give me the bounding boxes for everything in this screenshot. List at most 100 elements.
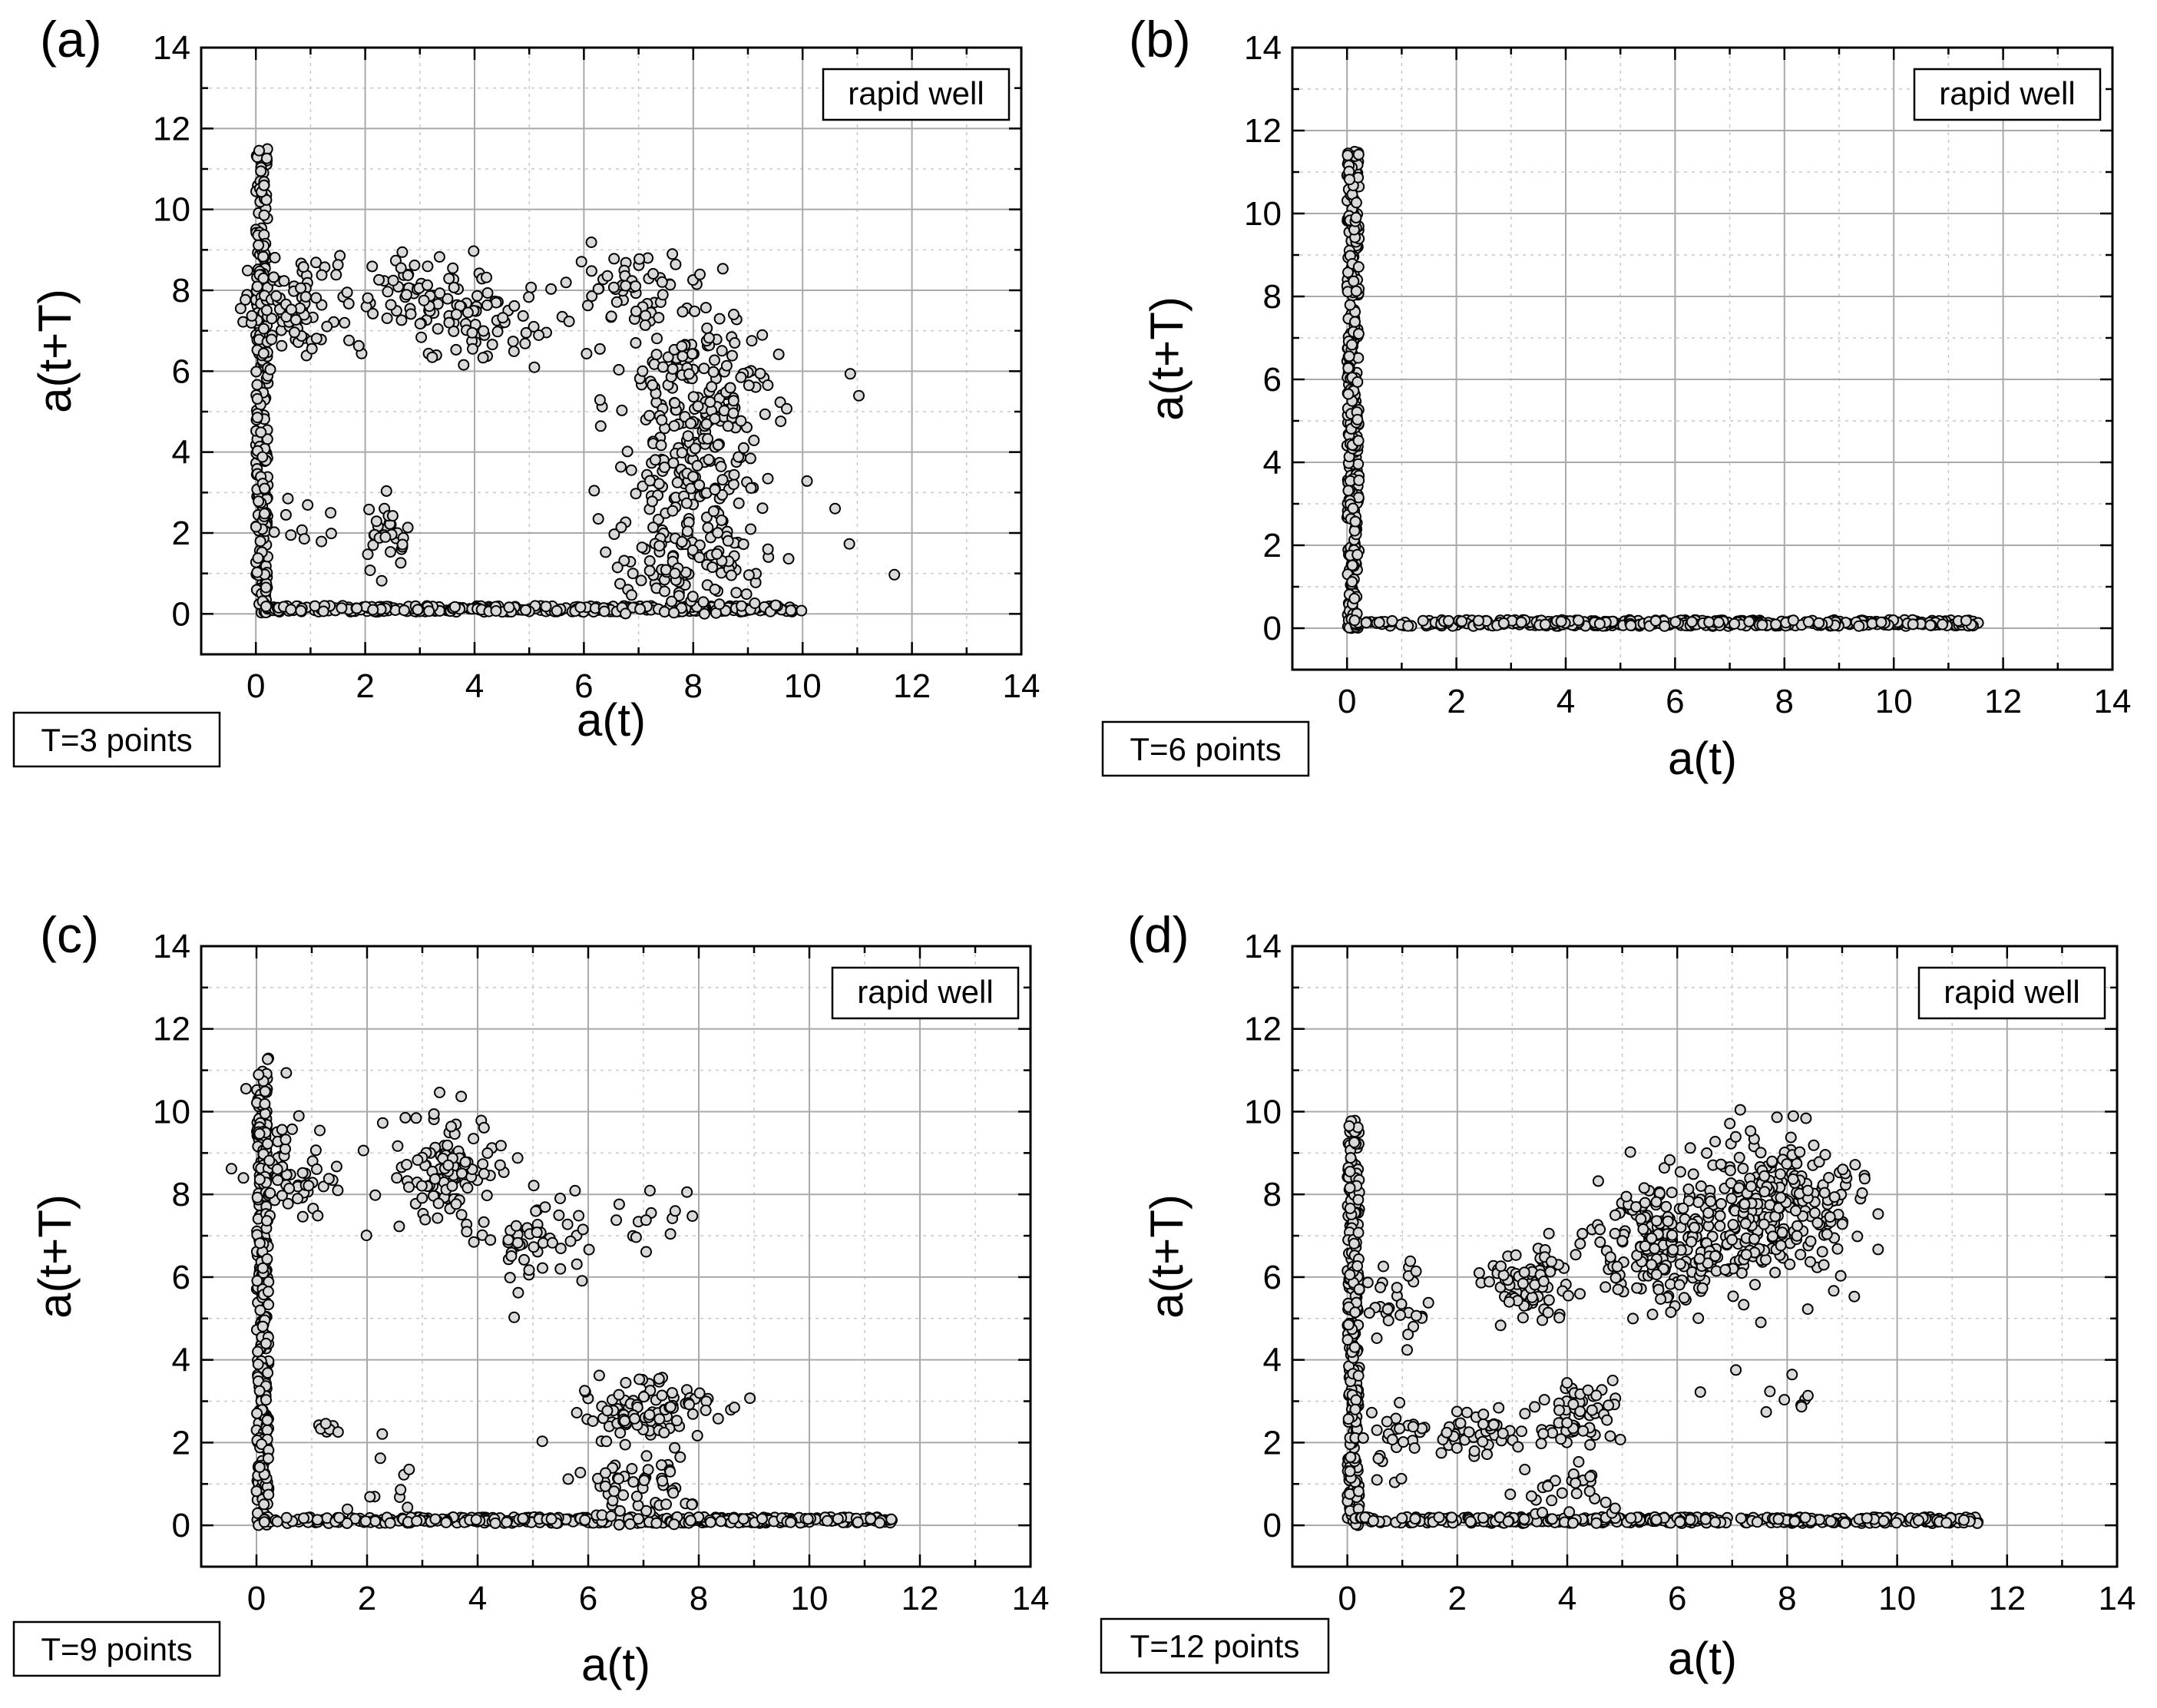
data-point <box>1443 614 1454 627</box>
data-point <box>401 1159 413 1170</box>
data-point <box>339 316 351 329</box>
data-point <box>246 309 258 322</box>
data-point <box>1409 1513 1421 1525</box>
data-point <box>458 359 470 371</box>
x-tick-label: 4 <box>1557 683 1575 720</box>
data-point <box>448 601 461 613</box>
data-point <box>461 1226 473 1238</box>
data-point <box>448 325 460 337</box>
data-point <box>370 515 382 528</box>
data-point <box>1344 1269 1356 1281</box>
data-point <box>537 1262 548 1274</box>
data-point <box>1342 149 1354 161</box>
data-point <box>1624 1146 1636 1158</box>
data-point <box>266 313 278 325</box>
data-point <box>1694 1386 1706 1399</box>
data-point <box>415 331 428 343</box>
data-point <box>832 1513 844 1525</box>
data-point <box>1751 1516 1763 1528</box>
data-point <box>1451 1442 1463 1454</box>
data-point <box>468 1236 480 1248</box>
data-point <box>686 591 699 603</box>
data-point <box>396 538 409 551</box>
data-point <box>1351 1260 1364 1272</box>
data-point <box>525 281 538 293</box>
data-point <box>653 1413 666 1425</box>
data-point <box>325 507 337 519</box>
data-point <box>610 296 623 308</box>
data-point <box>255 165 267 177</box>
data-point <box>1769 1266 1782 1279</box>
legend-label: rapid well <box>857 974 993 1010</box>
data-point <box>594 343 606 355</box>
data-point <box>1758 1218 1770 1230</box>
data-point <box>240 1083 252 1095</box>
data-point <box>1353 475 1365 486</box>
data-point <box>363 503 375 515</box>
data-point <box>647 379 659 391</box>
data-point <box>520 326 532 339</box>
data-point <box>1422 1296 1434 1309</box>
data-point <box>1594 1223 1606 1236</box>
data-point <box>317 605 329 617</box>
data-point <box>716 263 729 275</box>
data-point <box>1848 1290 1861 1303</box>
data-point <box>1477 1435 1489 1448</box>
data-point <box>1342 1413 1355 1425</box>
scatter-series <box>1342 1104 1984 1531</box>
data-point <box>259 482 271 495</box>
data-point <box>442 1159 455 1171</box>
data-point <box>1630 1201 1642 1213</box>
data-point <box>1386 615 1398 627</box>
data-point <box>769 599 782 611</box>
data-point <box>1601 1414 1613 1426</box>
data-point <box>225 1163 237 1175</box>
data-point <box>1495 1260 1507 1273</box>
data-point <box>1517 1312 1529 1324</box>
data-point <box>1745 1125 1757 1137</box>
data-point <box>772 348 785 360</box>
data-point <box>393 1220 405 1233</box>
data-point <box>640 309 652 322</box>
data-point <box>1665 1306 1677 1319</box>
data-point <box>1349 1403 1361 1415</box>
data-point <box>511 1152 524 1164</box>
data-point <box>874 1517 886 1529</box>
data-point <box>376 1428 389 1440</box>
data-point <box>1673 1279 1686 1291</box>
data-point <box>1739 1217 1752 1230</box>
x-tick-label: 14 <box>1003 667 1040 705</box>
data-point <box>785 1516 797 1528</box>
data-point <box>564 1235 577 1247</box>
data-point <box>668 1518 680 1531</box>
data-point <box>1627 1312 1639 1325</box>
data-point <box>669 1442 681 1454</box>
data-point <box>511 1236 524 1249</box>
data-point <box>704 1516 716 1528</box>
data-point <box>592 513 604 525</box>
data-point <box>1573 614 1585 627</box>
data-point <box>632 1513 644 1525</box>
data-point <box>481 299 493 311</box>
data-point <box>1372 1452 1385 1465</box>
data-point <box>533 329 545 341</box>
data-point <box>1395 1298 1408 1310</box>
data-point <box>250 1485 263 1498</box>
data-point <box>1674 1166 1686 1178</box>
data-point <box>1786 1369 1798 1381</box>
y-tick-label: 12 <box>153 110 190 147</box>
data-point <box>1749 1279 1761 1291</box>
data-point <box>1856 1187 1868 1199</box>
scatter-series <box>1341 146 1984 634</box>
data-point <box>1606 1375 1619 1386</box>
data-point <box>259 1097 271 1110</box>
data-point <box>1714 1220 1726 1232</box>
data-point <box>280 508 292 521</box>
y-tick-label: 0 <box>172 595 190 633</box>
data-point <box>1519 1464 1531 1475</box>
data-point <box>1853 620 1865 632</box>
data-point <box>561 1218 574 1230</box>
data-point <box>1760 1406 1772 1418</box>
data-point <box>505 1250 518 1262</box>
data-point <box>415 1180 428 1192</box>
